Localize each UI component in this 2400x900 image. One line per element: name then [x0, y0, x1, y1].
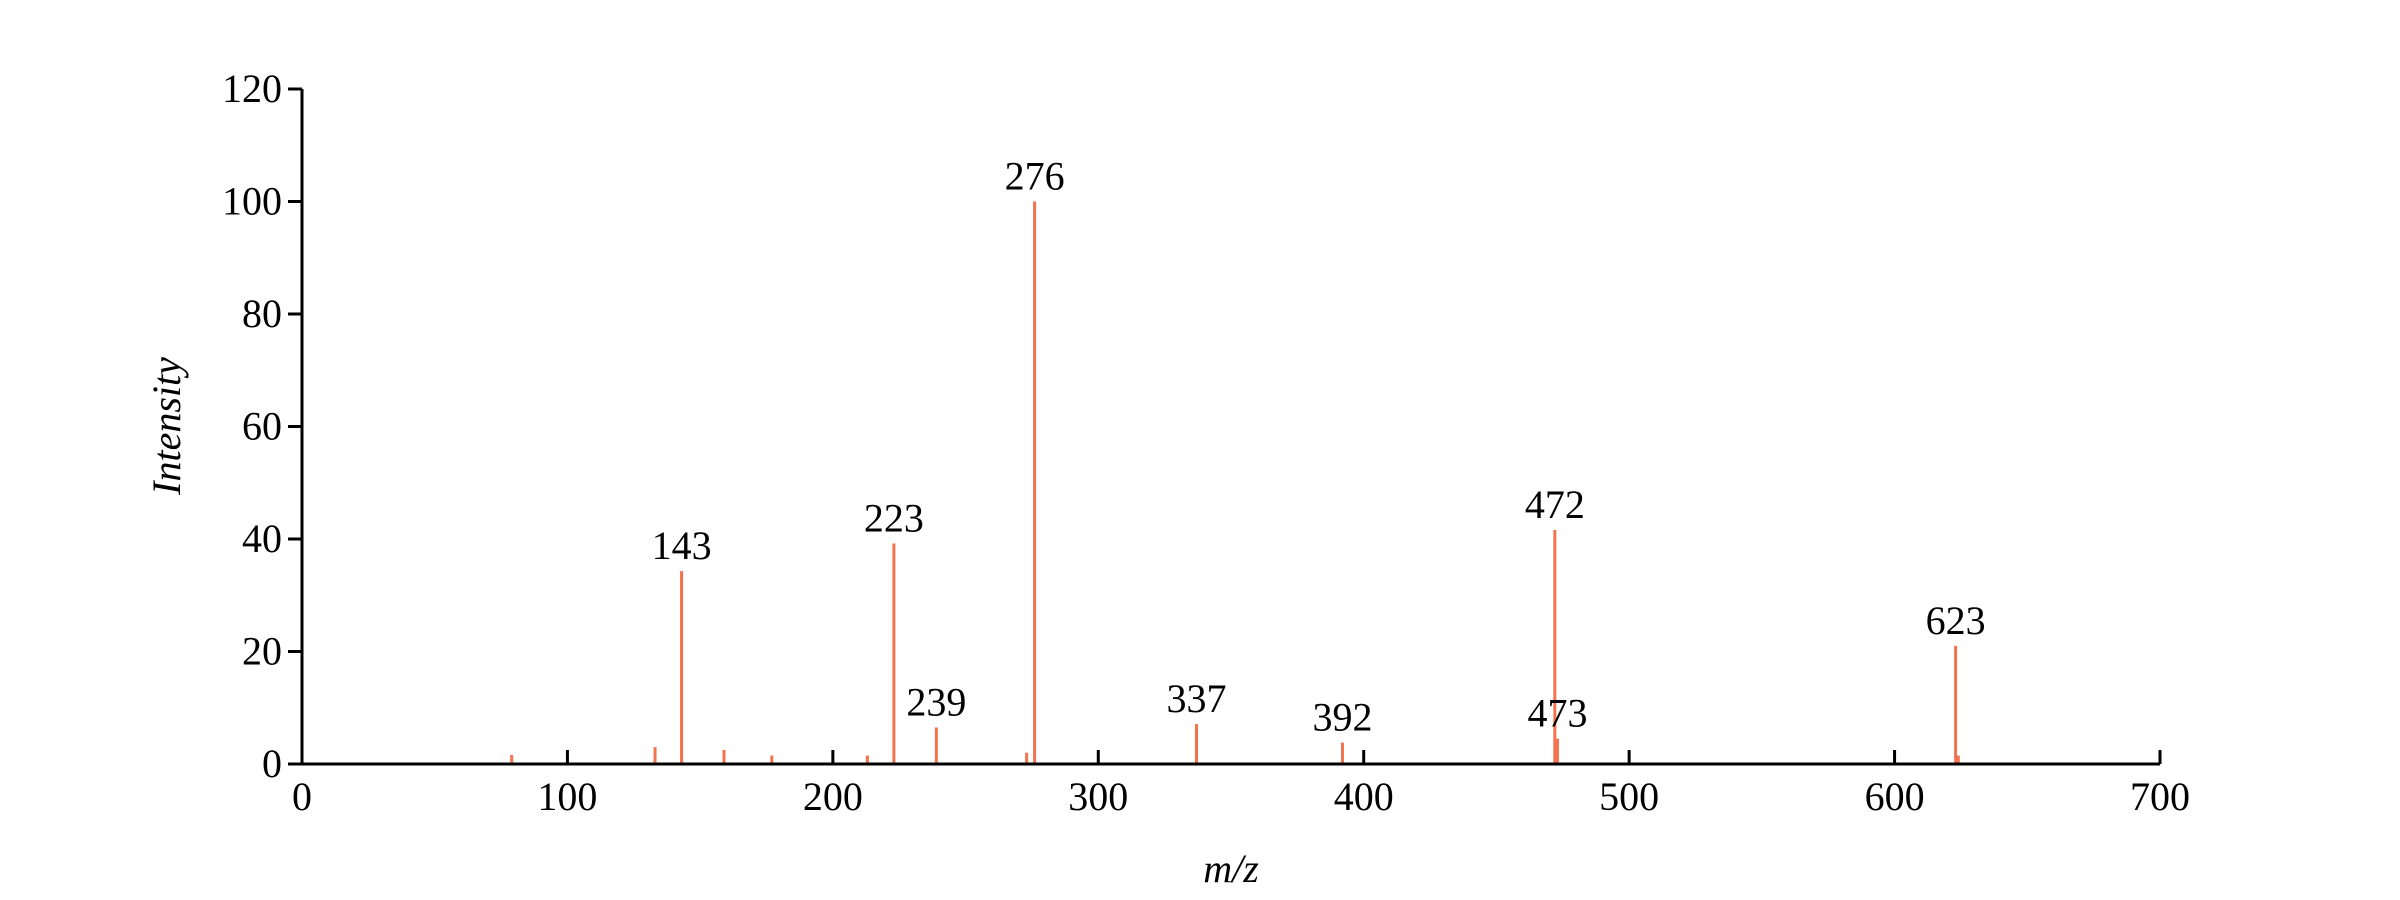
y-axis-label: Intensity — [144, 357, 189, 496]
peak-label: 623 — [1926, 598, 1986, 643]
x-tick-label: 100 — [537, 774, 597, 819]
y-tick-label: 80 — [242, 291, 282, 336]
peak-label: 392 — [1312, 695, 1372, 740]
y-tick-label: 60 — [242, 404, 282, 449]
peak-label: 143 — [652, 523, 712, 568]
x-tick-label: 500 — [1599, 774, 1659, 819]
x-tick-label: 700 — [2130, 774, 2190, 819]
y-tick-label: 0 — [262, 741, 282, 786]
y-tick-label: 120 — [222, 66, 282, 111]
x-tick-label: 300 — [1068, 774, 1128, 819]
peak-label: 337 — [1166, 676, 1226, 721]
x-tick-label: 0 — [292, 774, 312, 819]
peak-label: 473 — [1527, 691, 1587, 736]
peak-label: 223 — [864, 496, 924, 541]
peak-label: 472 — [1525, 482, 1585, 527]
y-tick-label: 100 — [222, 179, 282, 224]
peak-label: 239 — [906, 679, 966, 724]
x-tick-label: 200 — [803, 774, 863, 819]
x-tick-label: 600 — [1865, 774, 1925, 819]
peak-label: 276 — [1005, 154, 1065, 199]
x-tick-label: 400 — [1334, 774, 1394, 819]
y-tick-label: 40 — [242, 516, 282, 561]
y-tick-label: 20 — [242, 629, 282, 674]
x-axis-label: m/z — [1203, 846, 1259, 891]
